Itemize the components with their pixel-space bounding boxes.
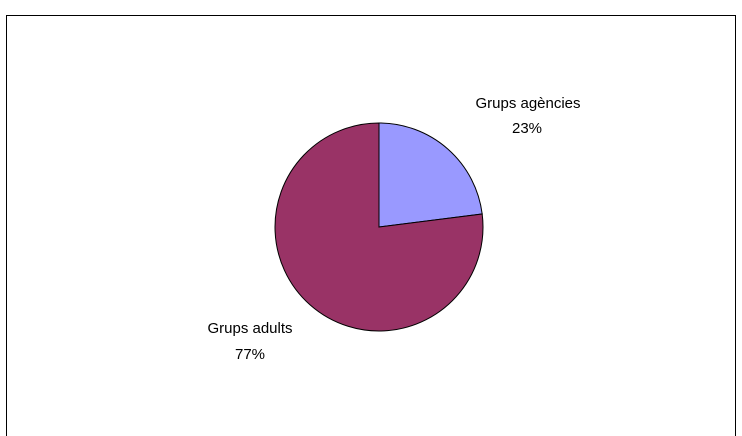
pie-slice-adults (274, 122, 484, 332)
pie-slice-agencies (378, 122, 483, 228)
slice-label-adults: Grups adults (207, 320, 292, 337)
slice-percent-adults: 77% (235, 346, 265, 363)
slice-label-agencies: Grups agències (475, 95, 580, 112)
slice-percent-agencies: 23% (512, 120, 542, 137)
